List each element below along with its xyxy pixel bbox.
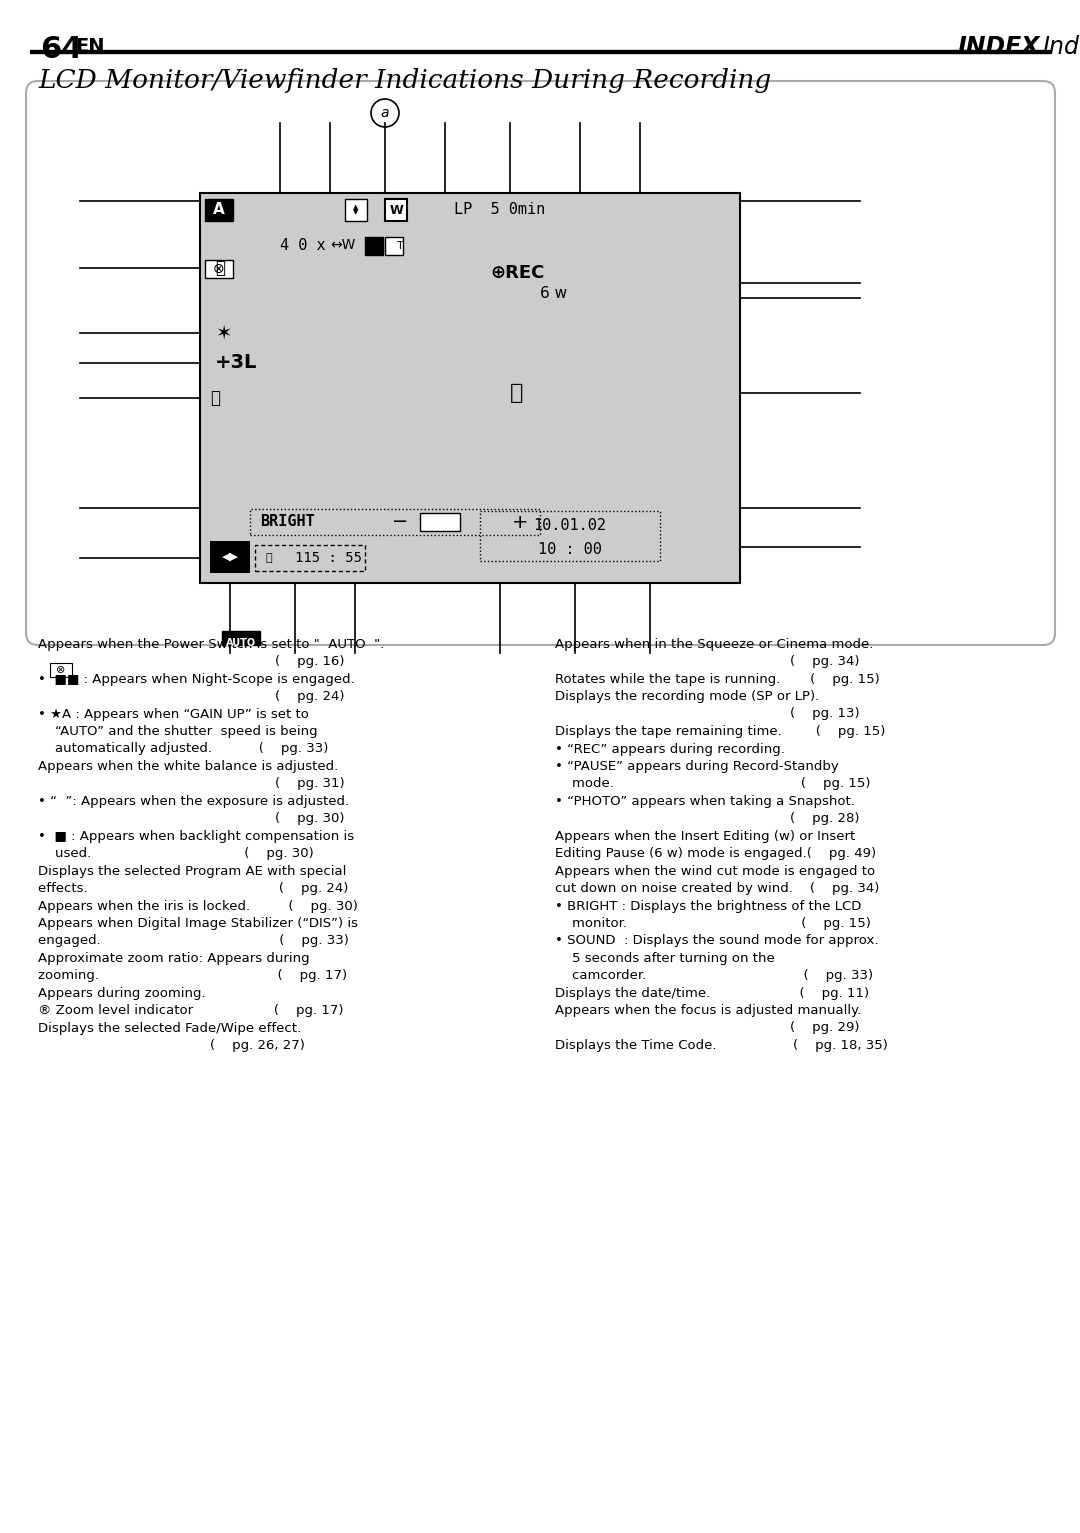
FancyBboxPatch shape — [26, 81, 1055, 645]
Text: camcorder.                                     (    pg. 33): camcorder. ( pg. 33) — [572, 969, 873, 983]
Text: 10 : 00: 10 : 00 — [538, 541, 602, 556]
Text: +: + — [512, 512, 528, 532]
Text: engaged.                                          (    pg. 33): engaged. ( pg. 33) — [38, 934, 349, 947]
Text: • BRIGHT : Displays the brightness of the LCD: • BRIGHT : Displays the brightness of th… — [555, 900, 862, 914]
Text: •  ■ : Appears when backlight compensation is: • ■ : Appears when backlight compensatio… — [38, 829, 354, 843]
Text: (    pg. 31): ( pg. 31) — [275, 777, 345, 789]
Text: Appears when the white balance is adjusted.: Appears when the white balance is adjust… — [38, 760, 338, 773]
Text: (    pg. 28): ( pg. 28) — [789, 812, 860, 825]
Text: cut down on noise created by wind.    (    pg. 34): cut down on noise created by wind. ( pg.… — [555, 881, 879, 895]
Text: (    pg. 13): ( pg. 13) — [789, 707, 860, 721]
Text: EN: EN — [75, 37, 105, 57]
Bar — [255, 546, 365, 570]
Text: Appears during zooming.: Appears during zooming. — [38, 987, 205, 1000]
Text: Editing Pause (6 w) mode is engaged.(    pg. 49): Editing Pause (6 w) mode is engaged.( pg… — [555, 848, 876, 860]
Text: Appears when the iris is locked.         (    pg. 30): Appears when the iris is locked. ( pg. 3… — [38, 900, 357, 914]
Text: • “PHOTO” appears when taking a Snapshot.: • “PHOTO” appears when taking a Snapshot… — [555, 796, 855, 808]
Text: 5 seconds after turning on the: 5 seconds after turning on the — [572, 952, 774, 964]
Text: •  ■■ : Appears when Night-Scope is engaged.: • ■■ : Appears when Night-Scope is engag… — [38, 673, 354, 685]
Text: • “REC” appears during recording.: • “REC” appears during recording. — [555, 744, 785, 756]
Bar — [384, 199, 407, 221]
Text: Displays the tape remaining time.        (    pg. 15): Displays the tape remaining time. ( pg. … — [555, 725, 886, 737]
Bar — [205, 199, 233, 221]
Text: effects.                                             (    pg. 24): effects. ( pg. 24) — [38, 881, 349, 895]
Text: Displays the Time Code.                  (    pg. 18, 35): Displays the Time Code. ( pg. 18, 35) — [555, 1039, 888, 1052]
Text: ◀▶: ◀▶ — [221, 552, 239, 563]
Text: Appears when the focus is adjusted manually.: Appears when the focus is adjusted manua… — [555, 1004, 861, 1016]
Text: ⊗: ⊗ — [56, 665, 66, 675]
Text: 6 w: 6 w — [540, 285, 567, 300]
Text: zooming.                                          (    pg. 17): zooming. ( pg. 17) — [38, 969, 347, 983]
Text: Approximate zoom ratio: Appears during: Approximate zoom ratio: Appears during — [38, 952, 310, 964]
Text: (    pg. 26, 27): ( pg. 26, 27) — [210, 1039, 305, 1052]
Bar — [345, 199, 367, 221]
Text: W: W — [389, 204, 403, 216]
Bar — [384, 238, 403, 254]
Text: 🔊: 🔊 — [265, 553, 272, 563]
Text: Appears when in the Squeeze or Cinema mode.: Appears when in the Squeeze or Cinema mo… — [555, 638, 874, 652]
Text: (    pg. 29): ( pg. 29) — [789, 1021, 860, 1033]
Text: • ★A : Appears when “GAIN UP” is set to: • ★A : Appears when “GAIN UP” is set to — [38, 708, 309, 721]
Bar — [222, 632, 260, 645]
Text: 64: 64 — [40, 35, 82, 64]
Text: ↔W: ↔W — [330, 238, 355, 251]
Text: (    pg. 16): ( pg. 16) — [275, 655, 345, 668]
Text: “AUTO” and the shutter  speed is being: “AUTO” and the shutter speed is being — [55, 725, 318, 737]
Text: T: T — [396, 241, 403, 251]
Text: a: a — [381, 106, 389, 120]
Text: (    pg. 30): ( pg. 30) — [275, 812, 345, 825]
Text: 4 0 x: 4 0 x — [280, 238, 326, 253]
Text: • SOUND  : Displays the sound mode for approx.: • SOUND : Displays the sound mode for ap… — [555, 934, 878, 947]
Bar — [420, 514, 460, 530]
Text: (    pg. 24): ( pg. 24) — [275, 690, 345, 704]
Bar — [365, 238, 383, 254]
Text: LCD Monitor/Viewfinder Indications During Recording: LCD Monitor/Viewfinder Indications Durin… — [38, 67, 771, 94]
Text: 🎧: 🎧 — [510, 383, 524, 403]
Text: • “PAUSE” appears during Record-Standby: • “PAUSE” appears during Record-Standby — [555, 760, 839, 773]
Text: 10.01.02: 10.01.02 — [534, 518, 607, 533]
Bar — [480, 510, 660, 561]
Text: ▲
▼: ▲ ▼ — [353, 204, 359, 216]
Text: 🎦: 🎦 — [215, 259, 225, 277]
Text: ⊕REC: ⊕REC — [490, 264, 544, 282]
Bar — [205, 261, 233, 277]
Text: ✶: ✶ — [215, 323, 231, 342]
Text: Indications: Indications — [1042, 35, 1080, 58]
Bar — [50, 662, 72, 678]
Text: INDEX: INDEX — [958, 35, 1040, 58]
Text: 115 : 55: 115 : 55 — [295, 550, 362, 566]
Text: Appears when the Insert Editing (w) or Insert: Appears when the Insert Editing (w) or I… — [555, 829, 855, 843]
Text: −: − — [392, 512, 408, 532]
Text: ® Zoom level indicator                   (    pg. 17): ® Zoom level indicator ( pg. 17) — [38, 1004, 343, 1016]
Text: Displays the selected Fade/Wipe effect.: Displays the selected Fade/Wipe effect. — [38, 1023, 301, 1035]
Bar — [249, 509, 540, 535]
Text: • “  ”: Appears when the exposure is adjusted.: • “ ”: Appears when the exposure is adju… — [38, 796, 349, 808]
Text: BRIGHT: BRIGHT — [260, 515, 314, 529]
Text: mode.                                            (    pg. 15): mode. ( pg. 15) — [572, 777, 870, 789]
Bar — [30, 49, 1050, 54]
Text: Appears when the wind cut mode is engaged to: Appears when the wind cut mode is engage… — [555, 865, 875, 878]
Text: automatically adjusted.           (    pg. 33): automatically adjusted. ( pg. 33) — [55, 742, 328, 754]
Text: monitor.                                         (    pg. 15): monitor. ( pg. 15) — [572, 917, 870, 931]
Text: AUTO: AUTO — [226, 638, 256, 648]
Text: Appears when the Power Switch is set to "  AUTO  ".: Appears when the Power Switch is set to … — [38, 638, 384, 652]
Text: Displays the recording mode (SP or LP).: Displays the recording mode (SP or LP). — [555, 690, 820, 704]
Text: (    pg. 34): ( pg. 34) — [789, 655, 860, 668]
Text: ⊗: ⊗ — [213, 262, 225, 276]
Text: Rotates while the tape is running.       (    pg. 15): Rotates while the tape is running. ( pg.… — [555, 673, 880, 685]
Text: Displays the date/time.                     (    pg. 11): Displays the date/time. ( pg. 11) — [555, 987, 869, 1000]
Text: A: A — [213, 202, 225, 218]
Text: Displays the selected Program AE with special: Displays the selected Program AE with sp… — [38, 865, 347, 878]
Text: 🎤: 🎤 — [210, 389, 220, 406]
Text: Appears when Digital Image Stabilizer (“DIS”) is: Appears when Digital Image Stabilizer (“… — [38, 917, 357, 931]
Text: LP  5 0min: LP 5 0min — [455, 201, 545, 216]
Bar — [200, 193, 740, 583]
Text: +3L: +3L — [215, 354, 257, 373]
Text: used.                                    (    pg. 30): used. ( pg. 30) — [55, 848, 314, 860]
